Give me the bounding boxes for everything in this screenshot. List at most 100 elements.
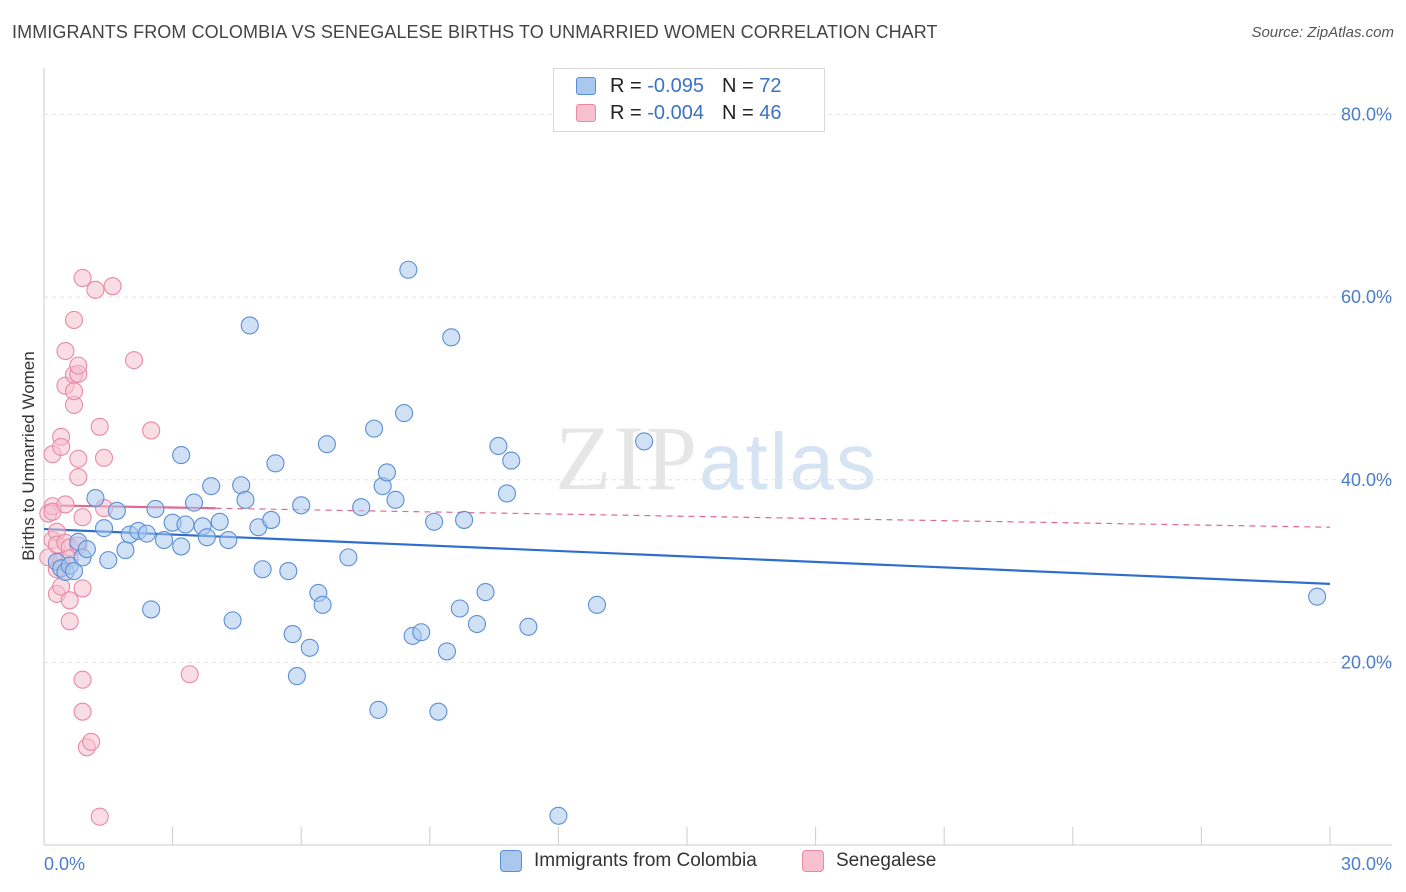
data-point-senegalese bbox=[56, 341, 75, 361]
stats-legend-row-colombia: R = -0.095 N = 72 bbox=[576, 73, 781, 99]
data-point-colombia bbox=[437, 642, 456, 661]
data-point-colombia bbox=[184, 493, 204, 512]
data-point-colombia bbox=[587, 595, 607, 614]
data-point-colombia bbox=[497, 484, 517, 503]
y-tick-label: 60.0% bbox=[1341, 287, 1392, 307]
series-legend-label: Immigrants from Colombia bbox=[534, 850, 757, 871]
data-point-colombia bbox=[635, 432, 654, 451]
points-layer bbox=[39, 260, 1327, 826]
data-point-senegalese bbox=[73, 268, 92, 288]
data-point-colombia bbox=[549, 806, 568, 825]
data-point-colombia bbox=[412, 623, 431, 642]
data-point-colombia bbox=[369, 700, 388, 719]
y-tick-label: 20.0% bbox=[1341, 652, 1392, 672]
r-label: R = bbox=[610, 74, 642, 97]
series-legend: Immigrants from Colombia Senegalese bbox=[0, 850, 1406, 878]
data-point-senegalese bbox=[69, 449, 88, 468]
y-axis-label: Births to Unmarried Women bbox=[19, 351, 38, 560]
data-point-colombia bbox=[154, 530, 174, 550]
series-legend-colombia[interactable]: Immigrants from Colombia bbox=[500, 850, 757, 872]
data-point-colombia bbox=[266, 454, 285, 473]
zipatlas-watermark: ZIPatlas bbox=[555, 405, 878, 511]
y-tick-label: 40.0% bbox=[1341, 470, 1392, 490]
data-point-colombia bbox=[292, 496, 311, 515]
data-point-senegalese bbox=[69, 356, 88, 375]
x-tick-label: 0.0% bbox=[44, 854, 85, 874]
stats-legend-row-senegalese: R = -0.004 N = 46 bbox=[576, 100, 781, 126]
data-point-colombia bbox=[455, 510, 474, 529]
data-point-colombia bbox=[489, 436, 508, 456]
watermark-zip: ZIP bbox=[555, 407, 699, 509]
data-point-senegalese bbox=[180, 665, 199, 684]
data-point-senegalese bbox=[64, 382, 84, 401]
data-point-colombia bbox=[240, 316, 259, 335]
axis-layer bbox=[43, 68, 1392, 846]
trendline-senegalese-dashed bbox=[215, 507, 1331, 528]
data-point-colombia bbox=[339, 548, 358, 567]
data-point-colombia bbox=[313, 595, 332, 614]
data-point-colombia bbox=[223, 611, 242, 630]
n-value: 72 bbox=[759, 74, 782, 97]
data-point-senegalese bbox=[103, 277, 122, 296]
watermark-atlas: atlas bbox=[699, 417, 878, 506]
data-point-senegalese bbox=[82, 732, 101, 751]
data-point-colombia bbox=[395, 404, 414, 423]
data-point-colombia bbox=[425, 512, 444, 531]
r-value: -0.095 bbox=[647, 74, 704, 97]
data-point-colombia bbox=[64, 562, 84, 581]
data-point-colombia bbox=[1308, 587, 1327, 606]
data-point-colombia bbox=[210, 512, 229, 531]
data-point-colombia bbox=[429, 702, 448, 721]
data-point-senegalese bbox=[73, 508, 92, 527]
data-point-colombia bbox=[197, 528, 216, 547]
data-point-colombia bbox=[107, 501, 126, 520]
n-label: N = bbox=[721, 74, 754, 97]
legend-swatch-colombia bbox=[500, 850, 522, 872]
series-legend-senegalese[interactable]: Senegalese bbox=[802, 850, 936, 872]
data-point-colombia bbox=[202, 477, 221, 496]
data-point-colombia bbox=[116, 541, 135, 560]
data-point-senegalese bbox=[86, 280, 105, 299]
data-point-colombia bbox=[236, 490, 255, 509]
data-point-senegalese bbox=[142, 421, 161, 440]
data-point-colombia bbox=[283, 625, 302, 644]
n-label: N = bbox=[721, 101, 754, 124]
data-point-colombia bbox=[300, 638, 319, 657]
trend-layer bbox=[43, 504, 1331, 585]
data-point-colombia bbox=[142, 600, 161, 619]
data-point-colombia bbox=[399, 260, 418, 279]
data-point-senegalese bbox=[90, 807, 109, 826]
n-value: 46 bbox=[759, 101, 782, 124]
chart-title: IMMIGRANTS FROM COLOMBIA VS SENEGALESE B… bbox=[12, 22, 938, 42]
data-point-colombia bbox=[99, 551, 118, 570]
data-point-colombia bbox=[86, 488, 105, 508]
data-point-senegalese bbox=[69, 467, 88, 487]
data-point-colombia bbox=[77, 540, 96, 559]
data-point-colombia bbox=[450, 599, 469, 618]
data-point-colombia bbox=[176, 515, 195, 534]
labels-layer: 20.0% 40.0% 60.0% 80.0% 0.0% 30.0% bbox=[44, 105, 1392, 874]
data-point-colombia bbox=[262, 510, 281, 529]
data-point-colombia bbox=[146, 499, 165, 519]
series-legend-label: Senegalese bbox=[836, 850, 937, 871]
data-point-colombia bbox=[502, 451, 521, 470]
grid-layer bbox=[44, 114, 1392, 663]
data-point-colombia bbox=[377, 463, 396, 482]
r-label: R = bbox=[610, 101, 642, 124]
legend-swatch-colombia bbox=[576, 77, 596, 95]
data-point-colombia bbox=[386, 490, 405, 509]
legend-swatch-senegalese bbox=[802, 850, 824, 872]
data-point-colombia bbox=[172, 446, 191, 465]
data-point-senegalese bbox=[94, 448, 114, 467]
legend-swatch-senegalese bbox=[576, 104, 596, 122]
data-point-colombia bbox=[137, 524, 156, 543]
data-point-colombia bbox=[476, 583, 495, 602]
data-point-senegalese bbox=[90, 417, 109, 436]
data-point-colombia bbox=[219, 530, 238, 550]
data-point-senegalese bbox=[124, 351, 144, 370]
data-point-senegalese bbox=[52, 437, 71, 456]
data-point-colombia bbox=[365, 419, 384, 438]
data-point-senegalese bbox=[60, 612, 79, 631]
data-point-senegalese bbox=[73, 702, 92, 721]
